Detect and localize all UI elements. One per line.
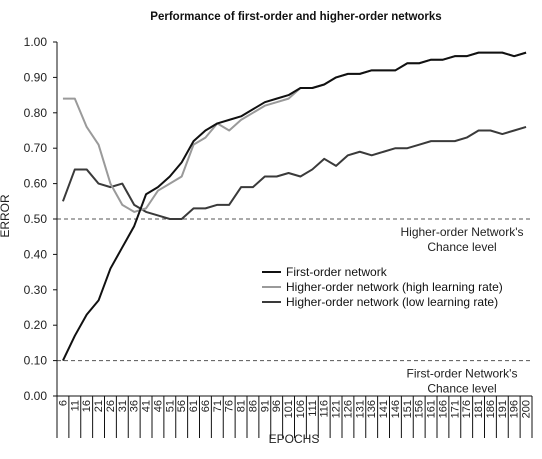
legend-label-2: Higher-order network (low learning rate) (286, 295, 498, 309)
x-tick-label: 21 (93, 400, 105, 412)
x-tick-label: 96 (271, 400, 283, 412)
x-tick-label: 46 (152, 400, 164, 412)
x-tick-label: 181 (473, 400, 485, 418)
y-tick-label: 0.40 (24, 247, 48, 261)
x-tick-label: 151 (402, 400, 414, 418)
x-tick-label: 161 (426, 400, 438, 418)
y-tick-label: 0.20 (24, 318, 48, 332)
series-line-2 (62, 126, 527, 220)
x-tick-label: 166 (437, 400, 449, 418)
x-tick-label: 141 (378, 400, 390, 418)
x-tick-label: 101 (283, 400, 295, 418)
y-tick-label: 0.30 (24, 283, 48, 297)
x-tick-label: 131 (354, 400, 366, 418)
y-tick-label: 0.10 (24, 354, 48, 368)
series-lines (62, 51, 527, 362)
y-tick-label: 1.00 (24, 35, 48, 49)
x-tick-label: 41 (141, 400, 153, 412)
x-tick-label: 36 (129, 400, 141, 412)
x-tick-label: 71 (212, 400, 224, 412)
x-tick-label: 86 (247, 400, 259, 412)
x-tick-label: 171 (449, 400, 461, 418)
legend-label-0: First-order network (286, 265, 388, 279)
series-line-1 (62, 51, 527, 213)
x-tick-label: 11 (69, 400, 81, 411)
chance-label-1-line2: Chance level (427, 382, 496, 396)
series-line-0 (62, 51, 527, 362)
x-tick-label: 126 (342, 400, 354, 418)
x-tick-label: 76 (224, 400, 236, 412)
x-tick-label: 106 (295, 400, 307, 418)
x-tick-label: 111 (307, 400, 319, 417)
x-tick-label: 116 (319, 400, 331, 418)
chance-label-1-line1: First-order Network's (407, 367, 518, 381)
x-tick-label: 136 (366, 400, 378, 418)
x-tick-label: 156 (414, 400, 426, 418)
x-tick-label: 61 (188, 400, 200, 412)
x-tick-label: 6 (57, 400, 69, 406)
x-tick-label: 176 (461, 400, 473, 418)
legend-label-1: Higher-order network (high learning rate… (286, 280, 503, 294)
y-tick-label: 0.00 (24, 389, 48, 403)
x-tick-label: 66 (200, 400, 212, 412)
y-tick-label: 0.80 (24, 106, 48, 120)
y-tick-label: 0.60 (24, 177, 48, 191)
x-tick-label: 191 (497, 400, 509, 418)
x-axis-title: EPOCHS (269, 432, 320, 446)
x-tick-label: 26 (105, 400, 117, 412)
x-tick-label: 121 (331, 400, 343, 418)
x-tick-label: 51 (164, 400, 176, 412)
x-tick-label: 81 (236, 400, 248, 412)
x-tick-label: 186 (485, 400, 497, 418)
x-tick-label: 196 (509, 400, 521, 418)
y-tick-label: 0.70 (24, 141, 48, 155)
x-tick-label: 200 (521, 400, 533, 418)
axes: 0.00 0.10 0.20 0.30 0.40 0.50 0.60 0.70 0.80 0.90… (24, 35, 533, 438)
x-tick-label: 146 (390, 400, 402, 418)
chance-label-0-line1: Higher-order Network's (401, 225, 524, 239)
chance-label-0-line2: Chance level (427, 240, 496, 254)
x-tick-label: 31 (117, 400, 129, 412)
chart-title: Performance of first-order and higher-or… (150, 11, 441, 23)
y-tick-label: 0.90 (24, 70, 48, 84)
y-tick-label: 0.50 (24, 212, 48, 226)
y-axis-title: ERROR (0, 194, 12, 238)
x-tick-label: 91 (259, 400, 271, 412)
x-tick-label: 56 (176, 400, 188, 412)
x-tick-label: 16 (81, 400, 93, 412)
